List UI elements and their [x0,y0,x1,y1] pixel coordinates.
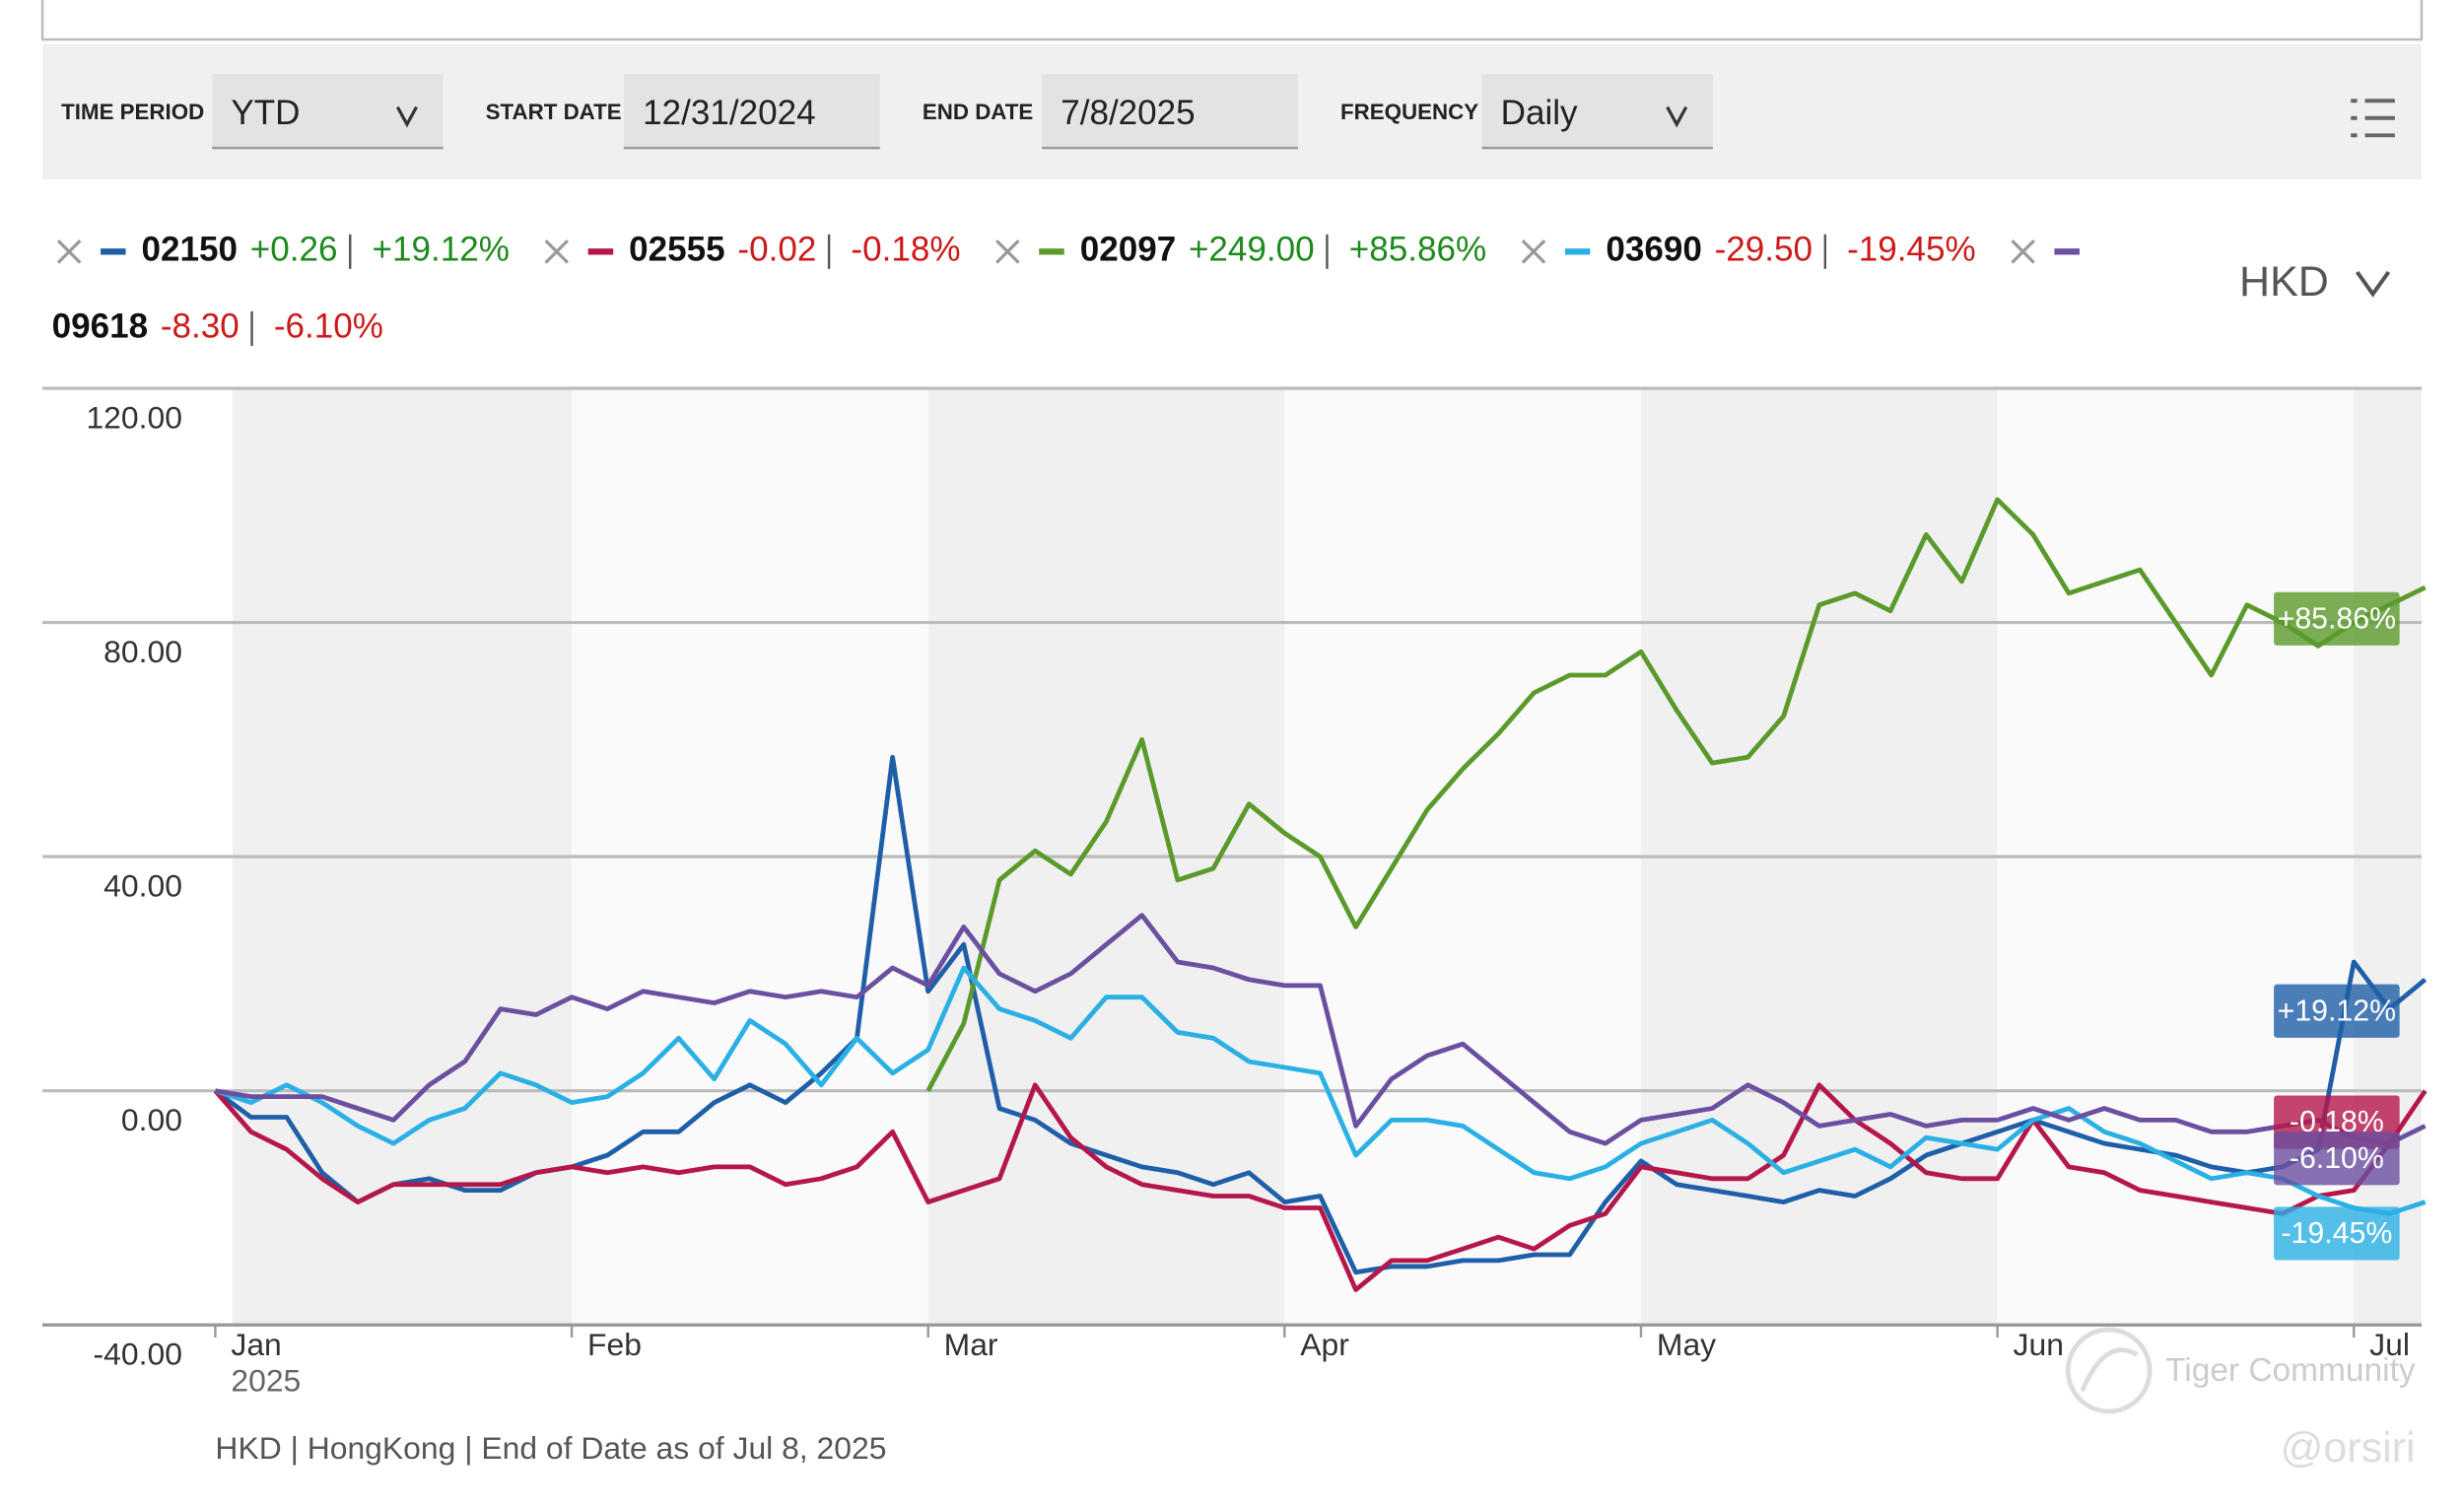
y-tick-label: 80.00 [103,634,182,669]
end-badge-label: +19.12% [2278,995,2396,1027]
footer-note: HKD | HongKong | End of Date as of Jul 8… [215,1430,886,1466]
field-box [212,74,444,150]
legend-change: -29.50 [1715,231,1813,269]
field-value: YTD [231,94,300,132]
legend-name: 02097 [1080,231,1177,269]
legend-change: -0.02 [737,231,816,269]
series-line [213,1082,2428,1292]
x-tick-label: Apr [1300,1327,1349,1362]
remove-series[interactable] [995,240,1020,264]
chevron [1666,105,1688,128]
chevron [395,105,418,128]
legend-name: 09618 [52,308,149,346]
end-badge [2274,984,2400,1038]
control-label: TIME PERIOD [61,100,204,124]
y-tick-label: 120.00 [86,399,182,435]
series-line [214,965,2427,1216]
legend-change-pct: -19.45% [1847,231,1976,269]
series-line [214,754,2428,1275]
top-panel [40,0,2424,41]
currency-value: HKD [2239,258,2329,306]
remove-series[interactable] [1521,240,1546,264]
legend-name: 02150 [141,231,238,269]
end-badge [2274,1206,2400,1261]
y-tick-label: -40.00 [94,1337,182,1372]
remove-series[interactable] [56,240,82,264]
x-tick-label: Jul [2369,1327,2410,1362]
legend-swatch [2054,248,2080,255]
remove-series[interactable] [544,240,570,264]
field-box [1481,74,1713,150]
field-value: 7/8/2025 [1061,94,1195,132]
x-tick-label: Jan [231,1327,281,1362]
control-field[interactable]: 12/31/2024 [623,74,880,150]
legend-change-pct: -6.10% [274,308,383,346]
control-label: START DATE [486,100,622,124]
remove-series[interactable] [2011,240,2035,264]
x-tick-label: Mar [944,1327,998,1362]
end-badge [2274,1132,2400,1186]
control-field[interactable]: Daily [1481,74,1713,150]
watermark-text: Tiger Community [2165,1352,2416,1389]
field-value: Daily [1501,94,1578,132]
menu-icon[interactable] [2351,99,2395,138]
series-line [215,913,2427,1146]
x-tick-label: May [1657,1327,1716,1362]
chevron [2355,270,2391,298]
legend-name: 03690 [1606,231,1702,269]
legend-change-pct: +85.86% [1349,231,1486,269]
x-year-label: 2025 [231,1363,301,1399]
end-badge-label: -6.10% [2290,1142,2384,1175]
watermark-handle: @orsiri [2281,1424,2416,1472]
control-label: END DATE [923,100,1034,124]
legend-swatch [1564,248,1591,255]
x-tick-label: Jun [2014,1327,2064,1362]
y-tick-label: 0.00 [121,1102,182,1137]
series-line [925,497,2427,1092]
currency-select[interactable]: HKD [2239,258,2391,306]
x-tick-label: Feb [587,1327,642,1362]
legend-swatch [587,248,614,255]
end-badge [2274,591,2400,646]
control-field[interactable]: YTD [212,74,444,150]
legend-swatch [101,248,126,255]
legend-change: +0.26 [250,231,338,269]
end-badge-label: -19.45% [2281,1217,2392,1250]
end-badge-label: +85.86% [2278,602,2396,635]
legend-name: 02555 [629,231,725,269]
legend-change: +249.00 [1189,231,1315,269]
field-box [1042,74,1298,150]
field-value: 12/31/2024 [643,94,815,132]
legend-change-pct: -0.18% [851,231,960,269]
control-label: FREQUENCY [1340,100,1478,124]
y-tick-label: 40.00 [103,867,182,903]
legend-change-pct: +19.12% [373,231,510,269]
legend-swatch [1039,248,1064,255]
watermark-logo [2065,1327,2153,1414]
legend-change: -8.30 [161,308,240,346]
control-field[interactable]: 7/8/2025 [1042,74,1298,150]
field-box [623,74,880,150]
